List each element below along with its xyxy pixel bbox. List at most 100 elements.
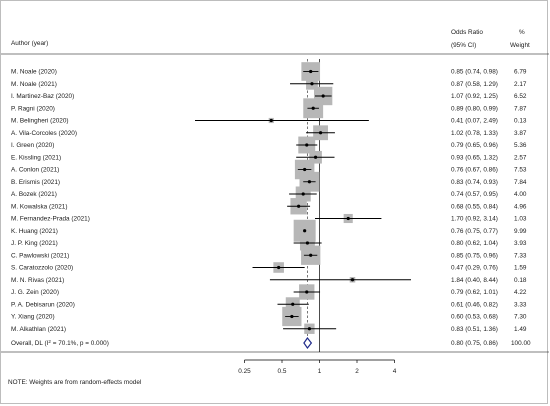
study-ci-text: 0.80 (0.62, 1.04) <box>451 240 498 247</box>
study-weight: 7.53 <box>514 167 527 174</box>
study-ci-text: 0.76 (0.67, 0.86) <box>451 167 498 174</box>
study-label: J. G. Zein (2020) <box>11 289 59 296</box>
study-weight: 4.96 <box>514 203 527 210</box>
point-estimate <box>321 94 325 98</box>
study-weight: 2.57 <box>514 154 527 161</box>
study-label: A. Bozek (2021) <box>11 191 57 198</box>
study-weight: 7.87 <box>514 105 527 112</box>
point-estimate <box>277 265 281 270</box>
study-weight: 5.36 <box>514 142 527 149</box>
study-label: A. Vila-Corcoles (2020) <box>11 130 77 137</box>
study-weight: 3.87 <box>514 130 527 137</box>
study-label: P. Ragni (2020) <box>11 105 55 112</box>
study-ci-text: 1.84 (0.40, 8.44) <box>451 277 498 284</box>
study-ci-text: 0.76 (0.75, 0.77) <box>451 228 498 235</box>
point-estimate <box>303 167 307 172</box>
overall-ci-text: 0.80 (0.75, 0.86) <box>451 340 498 347</box>
overall-diamond <box>303 336 313 350</box>
study-ci-text: 1.70 (0.92, 3.14) <box>451 216 498 223</box>
overall-weight: 100.00 <box>511 340 531 347</box>
study-weight: 1.03 <box>514 216 527 223</box>
x-tick-label: 1 <box>318 368 322 375</box>
point-estimate <box>318 131 323 135</box>
study-marks <box>195 59 411 352</box>
study-label: Y. Xiang (2020) <box>11 314 55 321</box>
point-estimate <box>305 290 309 294</box>
study-ci-text: 0.41 (0.07, 2.49) <box>451 118 498 125</box>
study-label: C. Pawlowski (2021) <box>11 252 69 259</box>
study-label: K. Huang (2021) <box>11 228 58 235</box>
study-ci-text: 1.07 (0.92, 1.25) <box>451 93 498 100</box>
point-estimate <box>346 216 350 221</box>
x-tick-label: 0.25 <box>238 368 251 375</box>
study-ci-text: 0.61 (0.46, 0.82) <box>451 301 498 308</box>
point-estimate <box>307 180 312 184</box>
weight-header: Weight <box>510 42 530 49</box>
study-ci-text: 0.85 (0.75, 0.96) <box>451 252 498 259</box>
study-label: J. P. King (2021) <box>11 240 58 247</box>
study-ci-text: 0.85 (0.74, 0.98) <box>451 69 498 76</box>
point-estimate <box>269 118 273 123</box>
point-estimate <box>310 82 314 86</box>
point-estimate <box>301 192 305 196</box>
point-estimate <box>305 143 309 147</box>
point-estimate <box>313 155 318 159</box>
x-tick-label: 4 <box>393 368 397 375</box>
point-estimate <box>291 302 295 306</box>
study-ci-text: 0.79 (0.65, 0.96) <box>451 142 498 149</box>
point-estimate <box>307 327 312 331</box>
study-weight: 7.84 <box>514 179 527 186</box>
odds-ratio-header: Odds Ratio <box>451 29 483 36</box>
study-weight: 4.00 <box>514 191 527 198</box>
study-ci-text: 0.93 (0.65, 1.32) <box>451 154 498 161</box>
study-weight: 6.79 <box>514 69 527 76</box>
study-ci-text: 0.68 (0.55, 0.84) <box>451 203 498 210</box>
study-label: M. Noale (2020) <box>11 69 57 76</box>
study-rows: M. Noale (2020) 0.85 (0.74, 0.98) 6.79 M. N… <box>11 69 527 333</box>
study-label: I. Martinez-Baz (2020) <box>11 93 74 100</box>
study-label: I. Green (2020) <box>11 142 54 149</box>
point-estimate <box>303 229 307 233</box>
study-label: M. N. Rivas (2021) <box>11 277 64 284</box>
study-weight: 3.93 <box>514 240 527 247</box>
x-tick-label: 2 <box>355 368 359 375</box>
study-weight: 2.17 <box>514 81 527 88</box>
study-label: M. Alkathlan (2021) <box>11 326 66 333</box>
study-weight: 0.18 <box>514 277 527 284</box>
study-label: B. Erismis (2021) <box>11 179 60 186</box>
study-weight: 3.33 <box>514 301 527 308</box>
weights-note: NOTE: Weights are from random-effects mo… <box>8 379 141 386</box>
study-ci-text: 0.87 (0.58, 1.29) <box>451 81 498 88</box>
study-ci-text: 0.47 (0.29, 0.76) <box>451 265 498 272</box>
study-label: E. Kissling (2021) <box>11 154 61 161</box>
study-label: M. Fernandez-Prada (2021) <box>11 216 90 223</box>
study-weight: 1.49 <box>514 326 527 333</box>
study-label: S. Caratozzolo (2020) <box>11 265 73 272</box>
study-weight: 7.33 <box>514 252 527 259</box>
author-column-header: Author (year) <box>11 40 48 47</box>
study-weight: 6.52 <box>514 93 527 100</box>
point-estimate <box>350 278 355 282</box>
study-weight: 0.13 <box>514 118 527 125</box>
study-weight: 4.22 <box>514 289 527 296</box>
study-weight: 9.99 <box>514 228 527 235</box>
point-estimate <box>297 204 301 208</box>
point-estimate <box>309 253 313 257</box>
study-label: M. Belingheri (2020) <box>11 118 69 125</box>
point-estimate <box>311 106 315 110</box>
study-ci-text: 0.83 (0.74, 0.93) <box>451 179 498 186</box>
point-estimate <box>309 69 313 74</box>
study-label: M. Kowalska (2021) <box>11 203 67 210</box>
study-label: M. Noale (2021) <box>11 81 57 88</box>
point-estimate <box>305 241 310 245</box>
overall-label: Overall, DL (I2 = 70.1%, p = 0.000) <box>11 339 109 347</box>
x-tick-label: 0.5 <box>278 368 287 375</box>
study-ci-text: 0.89 (0.80, 0.99) <box>451 105 498 112</box>
study-label: P. A. Debisarun (2020) <box>11 301 75 308</box>
study-ci-text: 0.83 (0.51, 1.36) <box>451 326 498 333</box>
study-label: A. Conlon (2021) <box>11 167 59 174</box>
study-weight: 7.30 <box>514 314 527 321</box>
study-ci-text: 0.79 (0.62, 1.01) <box>451 289 498 296</box>
